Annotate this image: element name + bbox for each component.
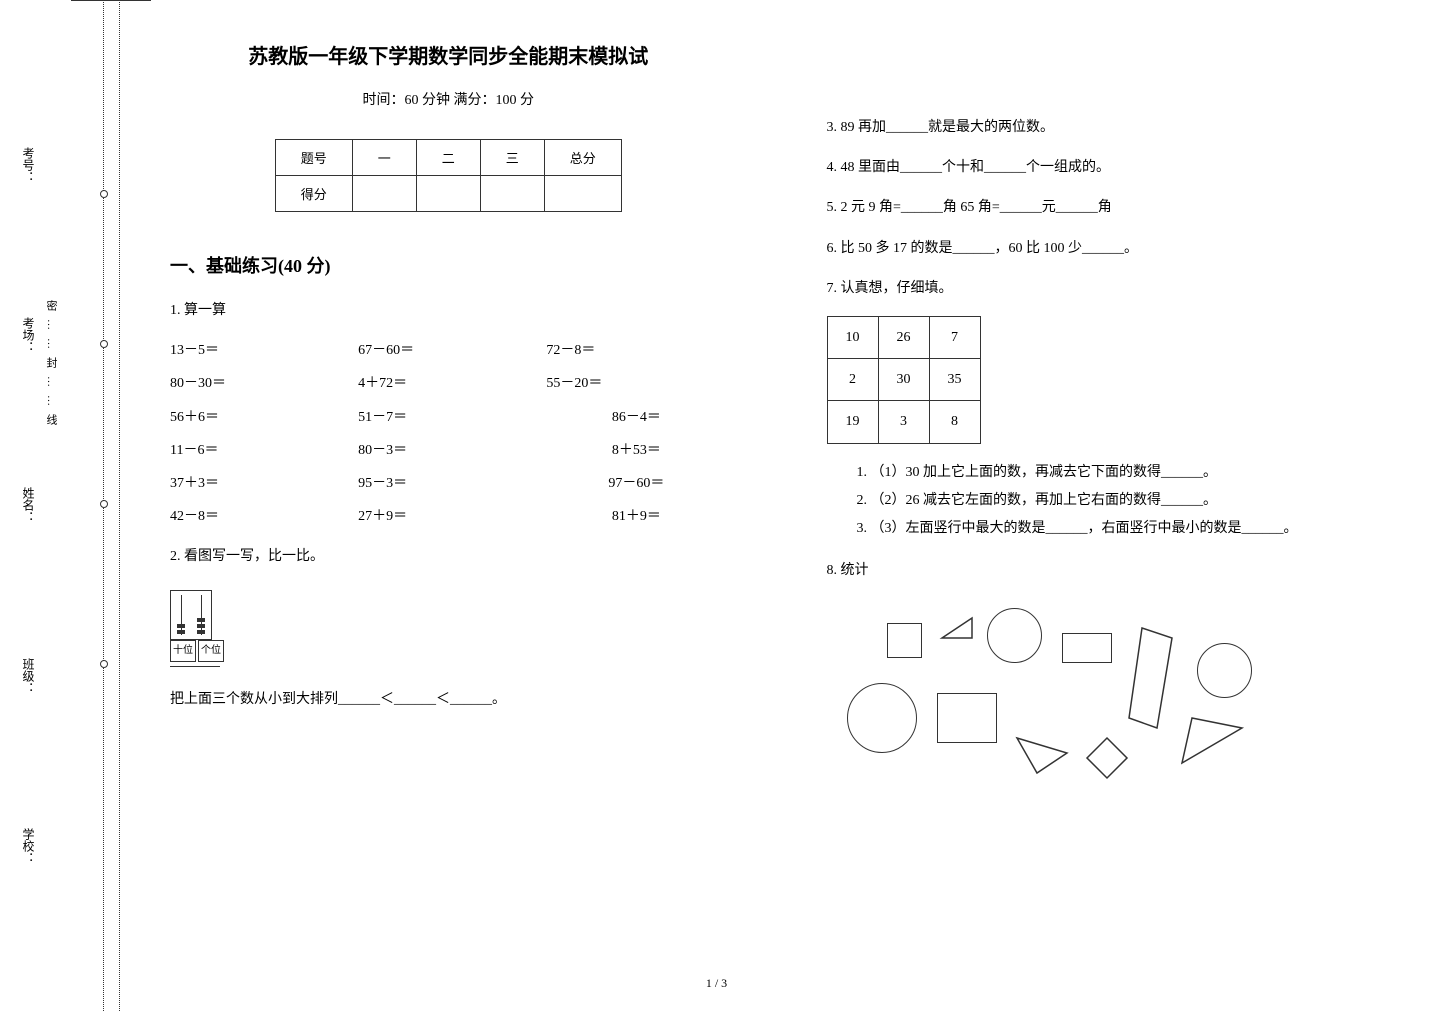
margin-top-line — [71, 0, 151, 1]
table-row: 19 3 8 — [827, 401, 980, 443]
calc-grid: 13－5＝ 67－60＝ 72－8＝ 80－30＝ 4＋72＝ 55－20＝ 5… — [170, 338, 727, 529]
q2-label: 2. 看图写一写，比一比。 — [170, 544, 727, 569]
question-6: 6. 比 50 多 17 的数是______，60 比 100 少______。 — [827, 236, 1384, 261]
score-cell — [416, 176, 480, 212]
score-header: 题号 — [275, 140, 352, 176]
table-row: 2 30 35 — [827, 359, 980, 401]
calc-item: 86－4＝ — [546, 405, 726, 430]
binding-margin: 考号： 考场： 姓名： 班级： 学校： 密……封……线 — [0, 0, 120, 1011]
q7-label: 7. 认真想，仔细填。 — [827, 276, 1384, 301]
num-cell: 26 — [878, 316, 929, 358]
q8-label: 8. 统计 — [827, 558, 1384, 583]
score-cell — [480, 176, 544, 212]
calc-item: 51－7＝ — [358, 405, 538, 430]
calc-item: 55－20＝ — [546, 371, 726, 396]
score-cell: 得分 — [275, 176, 352, 212]
calc-item: 72－8＝ — [546, 338, 726, 363]
question-8: 8. 统计 — [827, 558, 1384, 803]
q7-sub3: 3. （3）左面竖行中最大的数是______，右面竖行中最小的数是______。 — [857, 515, 1384, 543]
right-column: 3. 89 再加______就是最大的两位数。 4. 48 里面由______个… — [777, 0, 1433, 1011]
question-7: 7. 认真想，仔细填。 10 26 7 2 30 35 19 3 — [827, 276, 1384, 543]
score-table: 题号 一 二 三 总分 得分 — [275, 139, 622, 212]
table-row: 10 26 7 — [827, 316, 980, 358]
calc-item: 42－8＝ — [170, 504, 350, 529]
question-4: 4. 48 里面由______个十和______个一组成的。 — [827, 155, 1384, 180]
circle-marker — [100, 660, 108, 668]
num-cell: 10 — [827, 316, 878, 358]
room-label: 考场： — [20, 317, 37, 353]
num-cell: 8 — [929, 401, 980, 443]
square-shape — [887, 623, 922, 658]
rectangle-shape — [1062, 633, 1112, 663]
shapes-figure — [827, 603, 1277, 803]
circle-shape — [847, 683, 917, 753]
parallelogram-shape — [1127, 623, 1177, 733]
circle-shape — [987, 608, 1042, 663]
class-label: 班级： — [20, 658, 37, 694]
exam-subtitle: 时间：60 分钟 满分：100 分 — [170, 89, 727, 109]
calc-item: 4＋72＝ — [358, 371, 538, 396]
triangle-shape — [1012, 733, 1072, 778]
num-cell: 19 — [827, 401, 878, 443]
triangle-shape — [1177, 713, 1247, 773]
number-table: 10 26 7 2 30 35 19 3 8 — [827, 316, 981, 444]
q1-label: 1. 算一算 — [170, 298, 727, 323]
name-label: 姓名： — [20, 487, 37, 523]
circle-shape — [1197, 643, 1252, 698]
q7-subitems: 1. （1）30 加上它上面的数，再减去它下面的数得______。 2. （2）… — [857, 459, 1384, 543]
abacus-figure: 十位 个位 — [170, 590, 224, 667]
calc-item: 67－60＝ — [358, 338, 538, 363]
num-cell: 2 — [827, 359, 878, 401]
calc-item: 11－6＝ — [170, 438, 350, 463]
score-header: 三 — [480, 140, 544, 176]
num-cell: 7 — [929, 316, 980, 358]
score-header: 一 — [352, 140, 416, 176]
score-cell — [544, 176, 621, 212]
calc-item: 8＋53＝ — [546, 438, 726, 463]
score-header: 总分 — [544, 140, 621, 176]
calc-item: 95－3＝ — [358, 471, 538, 496]
num-cell: 3 — [878, 401, 929, 443]
page-number: 1 / 3 — [706, 976, 727, 991]
seal-line-text: 密……封……线 — [43, 300, 59, 433]
num-cell: 30 — [878, 359, 929, 401]
diamond-shape — [1082, 733, 1132, 783]
school-label: 学校： — [20, 828, 37, 864]
score-header: 二 — [416, 140, 480, 176]
q2-sort-text: 把上面三个数从小到大排列______＜______＜______。 — [170, 687, 727, 712]
calc-item: 37＋3＝ — [170, 471, 350, 496]
score-cell — [352, 176, 416, 212]
calc-item: 27＋9＝ — [358, 504, 538, 529]
rectangle-shape — [937, 693, 997, 743]
circle-marker — [100, 340, 108, 348]
exam-title: 苏教版一年级下学期数学同步全能期末模拟试 — [170, 40, 727, 69]
abacus-ones-label: 个位 — [198, 640, 224, 662]
calc-item: 56＋6＝ — [170, 405, 350, 430]
calc-item: 97－60＝ — [546, 471, 726, 496]
calc-item: 13－5＝ — [170, 338, 350, 363]
question-3: 3. 89 再加______就是最大的两位数。 — [827, 115, 1384, 140]
num-cell: 35 — [929, 359, 980, 401]
circle-marker — [100, 500, 108, 508]
q7-sub1: 1. （1）30 加上它上面的数，再减去它下面的数得______。 — [857, 459, 1384, 487]
q7-sub2: 2. （2）26 减去它左面的数，再加上它右面的数得______。 — [857, 487, 1384, 515]
abacus-tens-label: 十位 — [170, 640, 196, 662]
circle-marker — [100, 190, 108, 198]
question-5: 5. 2 元 9 角=______角 65 角=______元______角 — [827, 195, 1384, 220]
table-row: 得分 — [275, 176, 621, 212]
left-column: 苏教版一年级下学期数学同步全能期末模拟试 时间：60 分钟 满分：100 分 题… — [120, 0, 777, 1011]
calc-item: 81＋9＝ — [546, 504, 726, 529]
calc-item: 80－3＝ — [358, 438, 538, 463]
exam-id-label: 考号： — [20, 147, 37, 183]
question-1: 1. 算一算 13－5＝ 67－60＝ 72－8＝ 80－30＝ 4＋72＝ 5… — [170, 298, 727, 529]
table-row: 题号 一 二 三 总分 — [275, 140, 621, 176]
question-2: 2. 看图写一写，比一比。 十位 个位 把上面三个数从小到大排列______ — [170, 544, 727, 711]
section-1-title: 一、基础练习(40 分) — [170, 252, 727, 278]
calc-item: 80－30＝ — [170, 371, 350, 396]
triangle-shape — [937, 613, 977, 643]
